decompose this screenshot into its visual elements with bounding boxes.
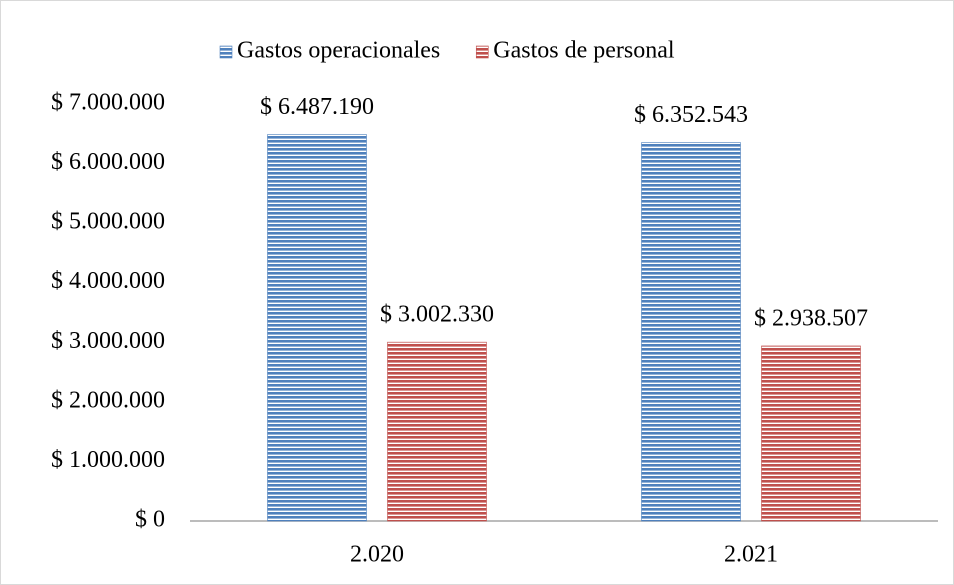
value-label: $ 2.938.507 xyxy=(754,305,868,331)
value-label: $ 6.487.190 xyxy=(260,94,374,120)
bar xyxy=(641,142,741,522)
legend-label: Gastos de personal xyxy=(493,38,675,64)
x-tick-label: 2.020 xyxy=(350,542,404,568)
y-tick-label: $ 6.000.000 xyxy=(51,149,165,175)
y-tick-label: $ 2.000.000 xyxy=(51,387,165,413)
x-tick-label: 2.021 xyxy=(724,542,778,568)
bar xyxy=(267,134,367,522)
y-tick-label: $ 3.000.000 xyxy=(51,328,165,354)
legend-swatch xyxy=(475,45,489,59)
y-tick-label: $ 7.000.000 xyxy=(51,90,165,116)
y-tick-label: $ 0 xyxy=(135,507,165,533)
bar xyxy=(761,345,861,522)
legend-swatch xyxy=(219,45,233,59)
bar xyxy=(387,341,487,522)
legend-label: Gastos operacionales xyxy=(237,38,440,64)
y-tick-label: $ 4.000.000 xyxy=(51,268,165,294)
value-label: $ 3.002.330 xyxy=(380,302,494,328)
value-label: $ 6.352.543 xyxy=(634,102,748,128)
y-tick-label: $ 1.000.000 xyxy=(51,447,165,473)
y-tick-label: $ 5.000.000 xyxy=(51,209,165,235)
